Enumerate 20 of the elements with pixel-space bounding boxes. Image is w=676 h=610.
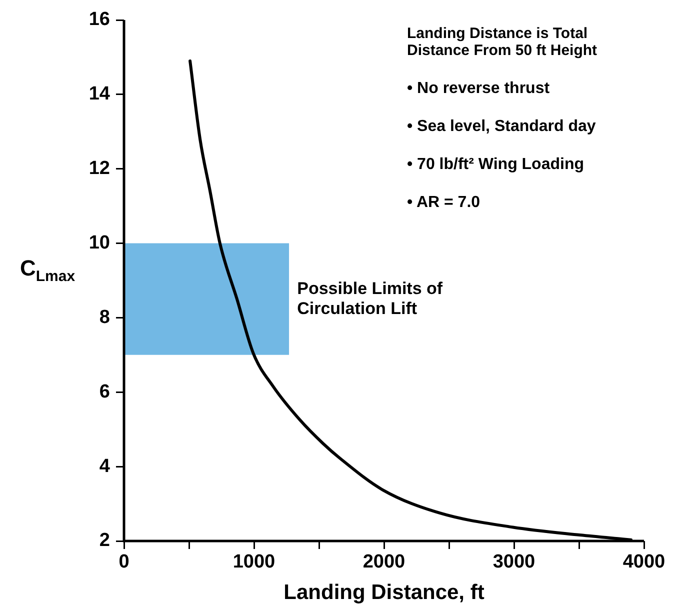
x-axis-title: Landing Distance, ft <box>284 581 484 604</box>
x-tick-label: 4000 <box>622 552 666 573</box>
annotation: • AR = 7.0 <box>407 194 480 211</box>
annotation: Possible Limits of Circulation Lift <box>297 278 443 318</box>
y-tick-label: 10 <box>88 232 110 254</box>
annotation: Landing Distance is Total Distance From 50 ft Height <box>407 25 598 59</box>
y-tick-label: 8 <box>99 306 110 328</box>
y-tick-label: 16 <box>88 9 110 30</box>
y-tick-label: 14 <box>88 84 110 105</box>
y-tick-label: 6 <box>99 381 110 402</box>
y-tick-label: 2 <box>99 530 110 552</box>
x-tick-label: 1000 <box>232 552 276 573</box>
y-tick-label: 12 <box>88 158 110 180</box>
x-tick-label: 3000 <box>492 552 536 573</box>
annotation: • Sea level, Standard day <box>407 118 596 135</box>
y-tick-label: 4 <box>99 456 110 477</box>
annotation: • 70 lb/ft² Wing Loading <box>407 156 584 173</box>
x-tick-label: 2000 <box>362 552 406 573</box>
annotation: • No reverse thrust <box>407 80 550 97</box>
x-tick-label: 0 <box>118 552 130 573</box>
